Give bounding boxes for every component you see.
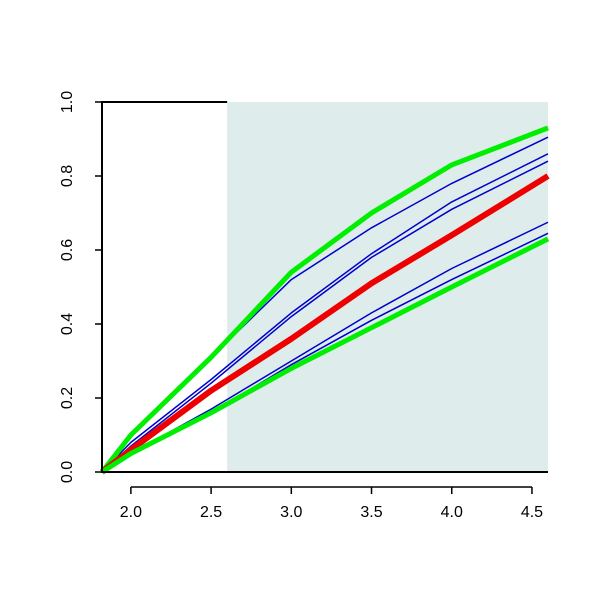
- series-line: [101, 153, 549, 473]
- x-tick-label: 3.5: [360, 504, 382, 521]
- x-tick-label: 4.0: [441, 504, 463, 521]
- series-line: [100, 173, 550, 475]
- y-tick-label: 0.8: [59, 165, 76, 187]
- y-tick-label: 0.6: [59, 239, 76, 261]
- y-tick-label: 0.4: [59, 313, 76, 335]
- x-tick-label: 4.5: [521, 504, 543, 521]
- x-tick-label: 2.0: [120, 504, 142, 521]
- series-line: [100, 236, 550, 475]
- y-tick-label: 1.0: [59, 91, 76, 113]
- y-tick-label: 0.2: [59, 387, 76, 409]
- series-line: [100, 125, 549, 474]
- plot-frame: [101, 101, 548, 473]
- x-tick-label: 2.5: [200, 504, 222, 521]
- y-tick-label: 0.0: [59, 461, 76, 483]
- x-tick-label: 3.0: [280, 504, 302, 521]
